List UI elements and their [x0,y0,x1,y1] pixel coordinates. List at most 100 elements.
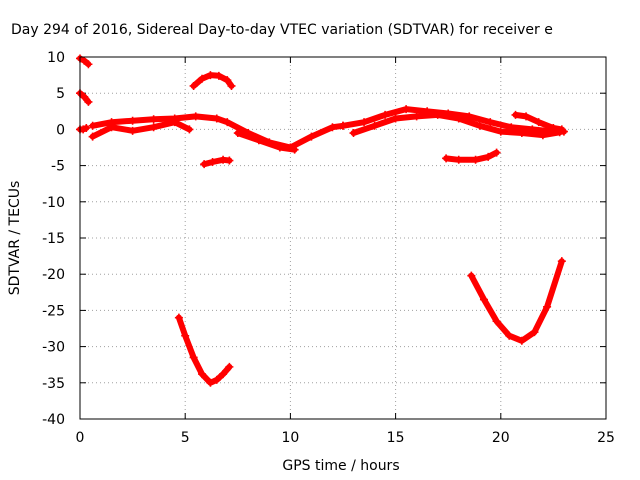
data-point [80,56,89,65]
x-tick-label: 5 [181,430,190,446]
y-tick-label: -10 [42,195,65,211]
data-point [484,152,493,161]
data-point [517,129,526,138]
x-tick-label: 0 [76,430,85,446]
data-point [492,317,501,326]
data-point [290,145,299,154]
data-point [479,295,488,304]
data-point [557,257,566,266]
data-point [84,60,93,69]
data-point [128,116,137,125]
data-point [206,378,215,387]
series-arc-deep-6h [175,314,233,386]
data-point [88,132,97,141]
data-point [225,156,234,165]
x-axis-label: GPS time / hours [282,458,399,474]
axis-ticks: 0 5 10 15 20 25 10 5 0 -5 -10 -15 -20 -25 -30 -35 -40 [42,50,615,446]
data-point [467,271,476,280]
data-series [76,54,568,387]
y-tick-label: -40 [42,412,65,428]
data-point [475,121,484,130]
data-point [200,160,209,169]
data-point [381,110,390,119]
data-point [275,143,284,152]
data-point [219,370,228,379]
y-tick-label: 5 [56,86,65,102]
data-point [370,121,379,130]
data-point [349,129,358,138]
y-tick-label: 10 [47,50,65,66]
data-point [549,123,558,132]
data-point [128,126,137,135]
data-point [492,148,501,157]
y-tick-label: -25 [42,303,65,319]
data-point [454,114,463,123]
series-arc-main-c [234,130,298,153]
data-point [223,76,232,85]
data-point [208,157,217,166]
data-point [505,331,514,340]
data-point [88,121,97,130]
grid [80,57,606,419]
y-tick-label: -30 [42,340,65,356]
data-point [84,97,93,106]
data-point [522,112,531,121]
y-tick-label: -35 [42,376,65,392]
data-point [511,110,520,119]
data-point [149,123,158,132]
data-point [107,123,116,132]
data-point [454,155,463,164]
data-point [534,118,543,127]
data-point [214,71,223,80]
data-point [82,123,91,132]
x-tick-label: 15 [387,430,405,446]
data-point [223,118,232,127]
data-point [442,154,451,163]
data-point [254,136,263,145]
series-arc-deep-21h [468,258,565,344]
data-point [191,112,200,121]
data-point [339,121,347,130]
data-point [328,123,337,132]
y-axis-label: SDTVAR / TECUs [7,181,23,296]
data-point [412,112,421,121]
data-point [543,302,552,311]
y-tick-label: -20 [42,267,65,283]
data-point [471,155,480,164]
data-point [149,115,158,124]
data-point [557,125,566,134]
data-point [189,81,198,90]
y-tick-label: -15 [42,231,65,247]
data-point [198,74,207,83]
y-tick-label: 0 [56,122,65,138]
y-tick-label: -5 [51,159,65,175]
chart-title: Day 294 of 2016, Sidereal Day-to-day VTE… [11,22,553,38]
data-point [225,362,234,371]
data-point [170,118,179,127]
data-point [227,81,236,90]
data-point [538,131,547,140]
data-point [212,114,221,123]
data-point [496,127,505,136]
data-point [174,313,183,322]
data-point [206,71,215,80]
data-point [402,105,411,114]
data-point [189,353,198,362]
data-point [233,129,242,138]
data-point [391,114,400,123]
plot-frame [79,56,607,420]
series-arc-main-b [89,119,193,140]
data-point [80,92,89,101]
data-point [307,132,316,141]
data-point [433,110,442,119]
data-point [530,328,539,337]
x-tick-label: 20 [492,430,510,446]
data-point [360,118,369,127]
x-tick-label: 25 [597,430,615,446]
data-point [212,375,221,384]
data-point [198,370,207,379]
data-point [185,125,194,134]
data-point [517,336,526,345]
x-tick-label: 10 [281,430,299,446]
